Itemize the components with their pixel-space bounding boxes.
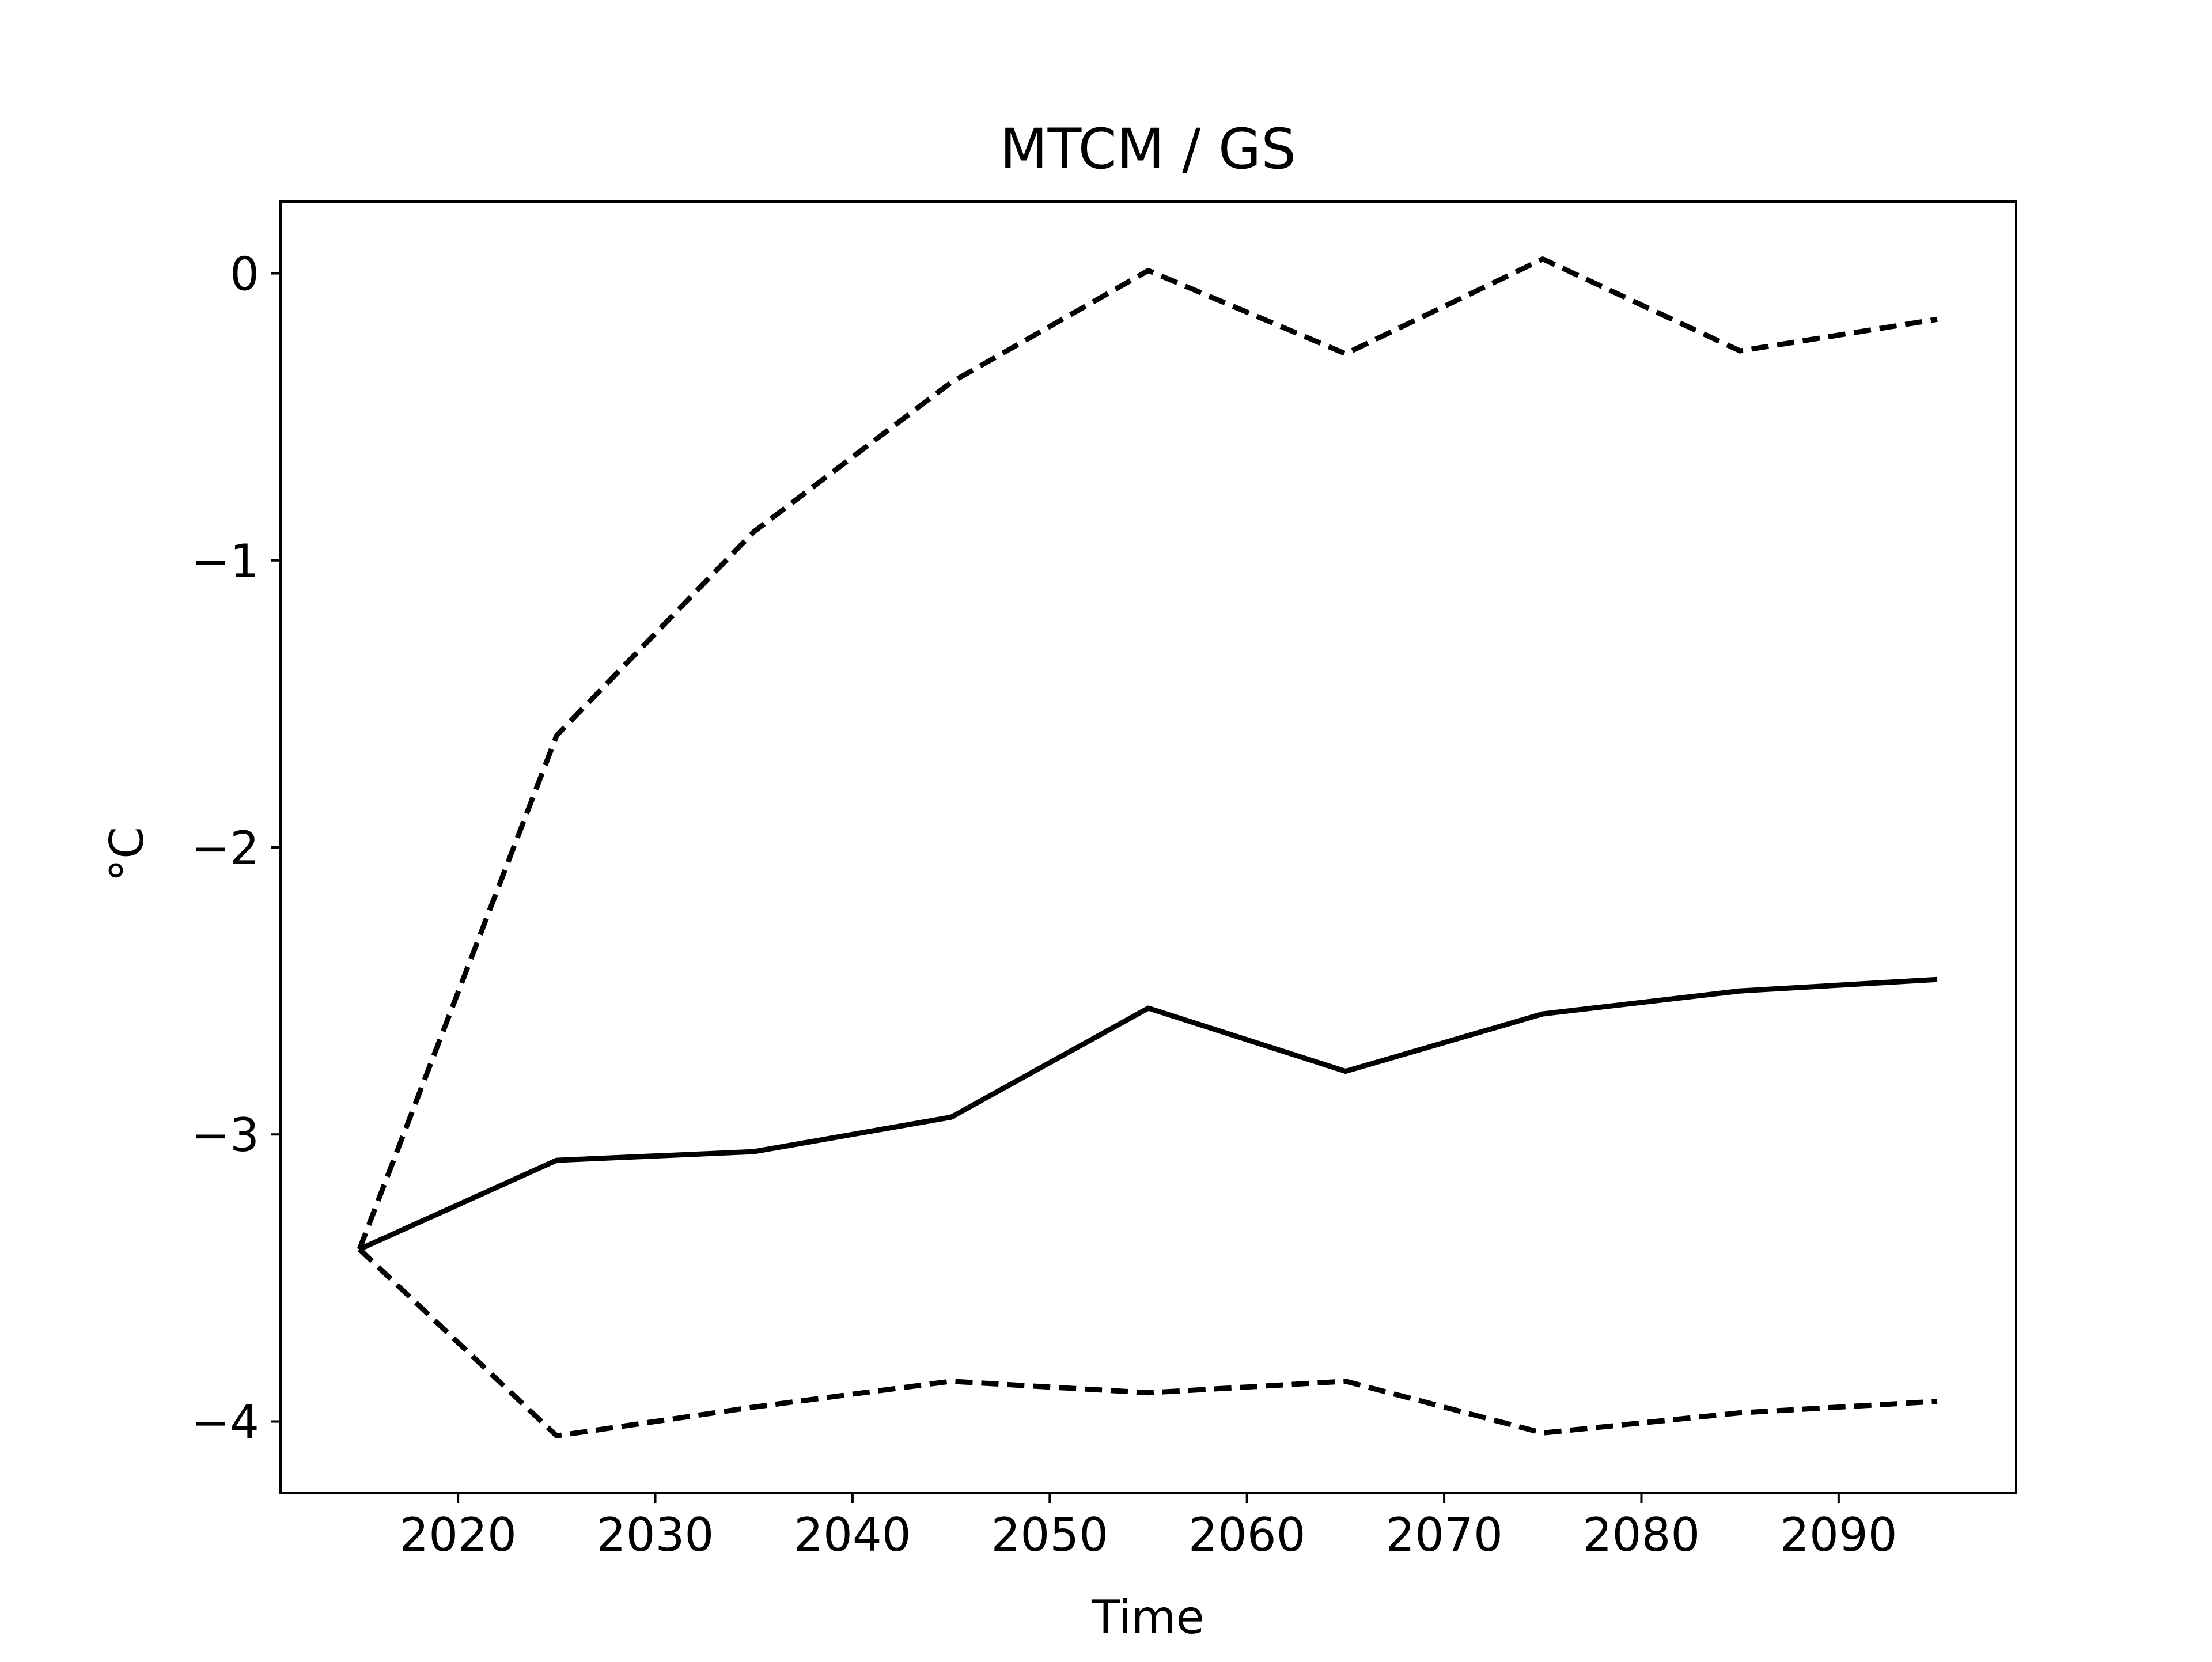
- plot-area: [357, 256, 1938, 1438]
- x-tick-label: 2090: [1780, 1508, 1897, 1562]
- axis-ticks: 2020 2030 2040 2050 2060 2070 2080 2090 0 −1 −2 −3 −…: [191, 248, 1897, 1562]
- y-tick-label: −3: [191, 1108, 259, 1162]
- x-tick-label: 2070: [1385, 1508, 1503, 1562]
- x-tick-label: 2060: [1188, 1508, 1306, 1562]
- x-tick-label: 2020: [399, 1508, 517, 1562]
- plot-frame: [279, 200, 2017, 1494]
- x-tick-label: 2080: [1583, 1508, 1700, 1562]
- y-tick-label: −1: [191, 535, 259, 588]
- series-line-1: [357, 256, 1938, 1251]
- series-line-0: [358, 976, 1938, 1252]
- x-tick-label: 2050: [991, 1508, 1109, 1562]
- x-tick-label: 2030: [597, 1508, 714, 1562]
- series-line-2: [357, 1247, 1938, 1438]
- chart-title: MTCM / GS: [1000, 117, 1296, 181]
- y-axis-label: °C: [100, 827, 154, 882]
- x-axis-label: Time: [1091, 1591, 1205, 1644]
- x-tick-label: 2040: [794, 1508, 911, 1562]
- y-tick-label: 0: [230, 248, 259, 301]
- y-tick-label: −2: [191, 821, 259, 875]
- y-tick-label: −4: [191, 1395, 259, 1449]
